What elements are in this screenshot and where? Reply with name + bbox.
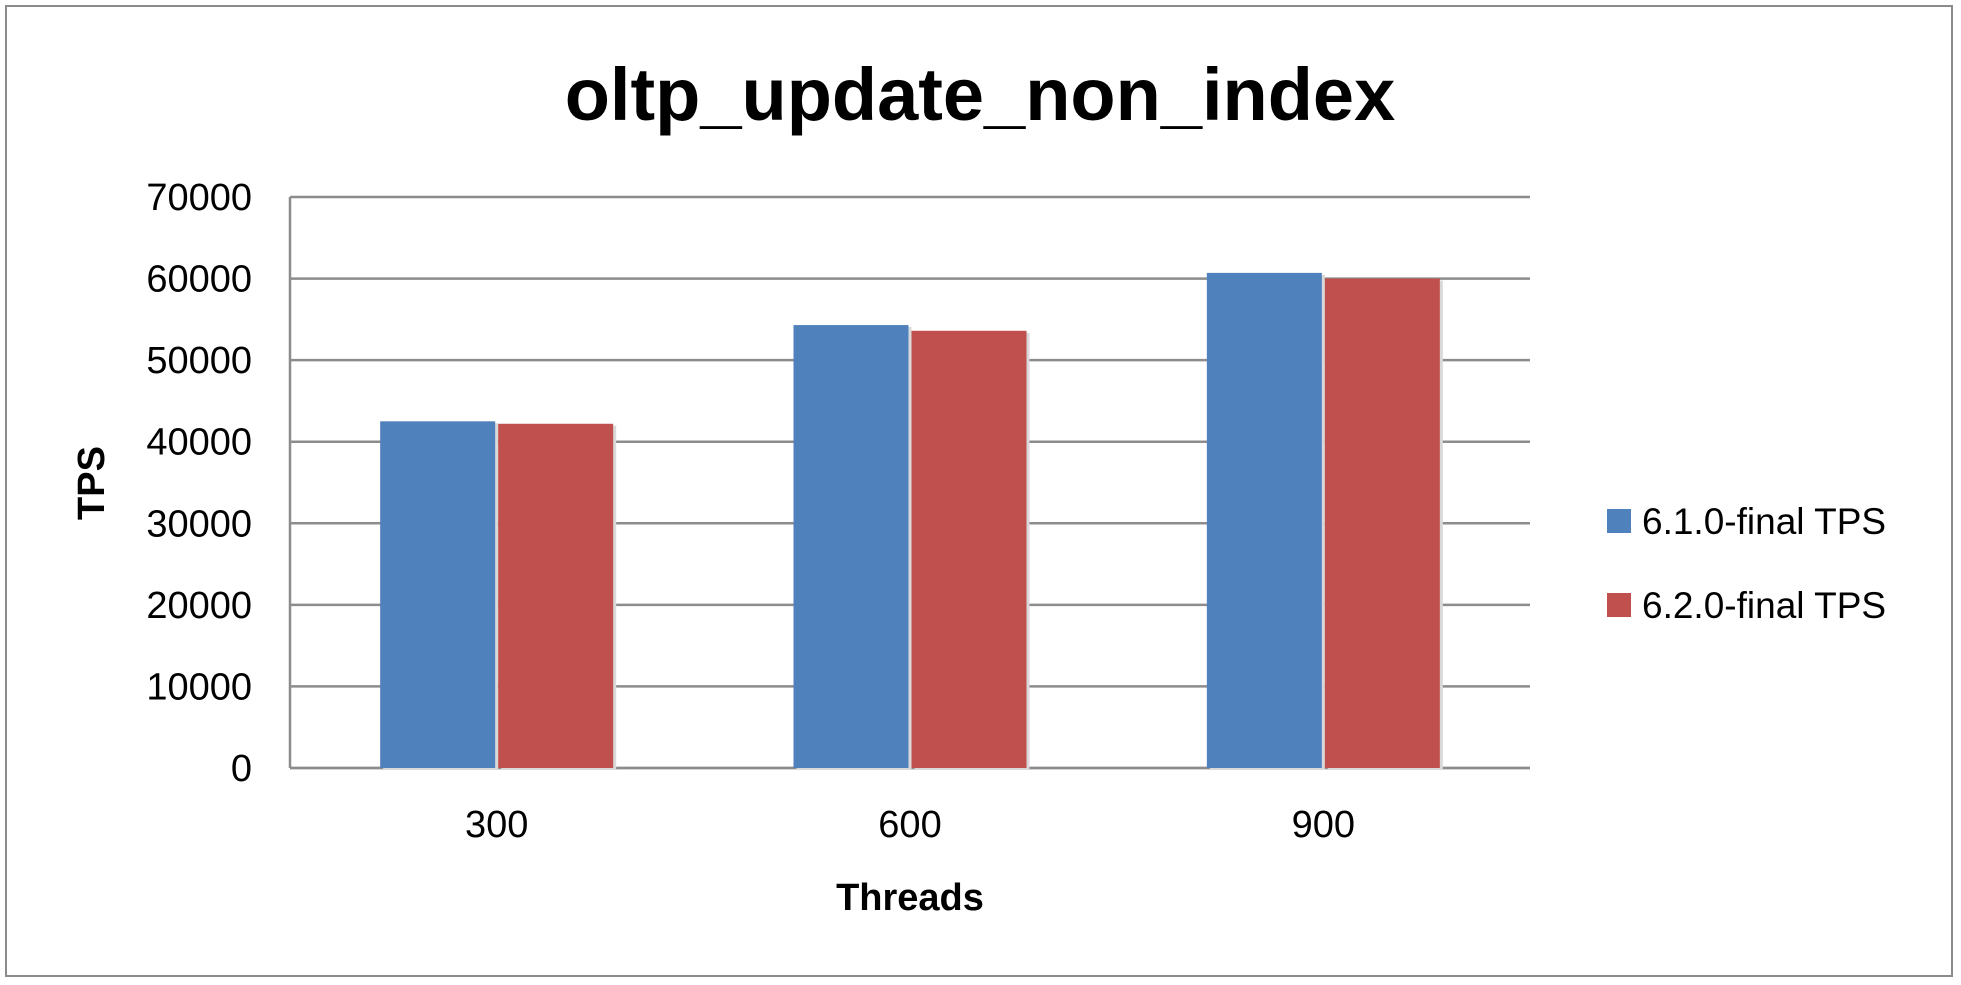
y-tick-label: 20000 bbox=[146, 585, 252, 627]
y-tick-label: 30000 bbox=[146, 503, 252, 545]
legend-label: 6.1.0-final TPS bbox=[1642, 501, 1886, 542]
legend-swatch bbox=[1607, 593, 1631, 617]
bar bbox=[380, 421, 496, 768]
y-tick-label: 70000 bbox=[146, 177, 252, 219]
bar bbox=[498, 423, 614, 768]
bars bbox=[380, 272, 1443, 770]
bar bbox=[911, 330, 1027, 768]
x-tick-label: 300 bbox=[465, 804, 528, 846]
y-tick-label: 40000 bbox=[146, 422, 252, 464]
x-tick-label: 600 bbox=[878, 804, 941, 846]
y-tick-label: 0 bbox=[231, 748, 252, 790]
bar bbox=[793, 325, 909, 768]
y-axis-title: TPS bbox=[71, 446, 113, 520]
y-tick-label: 10000 bbox=[146, 666, 252, 708]
y-tick-label: 50000 bbox=[146, 340, 252, 382]
legend-label: 6.2.0-final TPS bbox=[1642, 585, 1886, 626]
x-axis-ticks: 300 600 900 bbox=[465, 804, 1355, 846]
x-tick-label: 900 bbox=[1292, 804, 1355, 846]
legend: 6.1.0-final TPS 6.2.0-final TPS bbox=[1607, 501, 1886, 626]
bar bbox=[1206, 272, 1322, 768]
bar bbox=[1324, 278, 1440, 768]
chart-title: oltp_update_non_index bbox=[565, 53, 1396, 136]
y-tick-label: 60000 bbox=[146, 259, 252, 301]
legend-swatch bbox=[1607, 509, 1631, 533]
y-axis-ticks: 0 10000 20000 30000 40000 50000 60000 70000 bbox=[146, 177, 252, 790]
x-axis-title: Threads bbox=[836, 877, 984, 919]
